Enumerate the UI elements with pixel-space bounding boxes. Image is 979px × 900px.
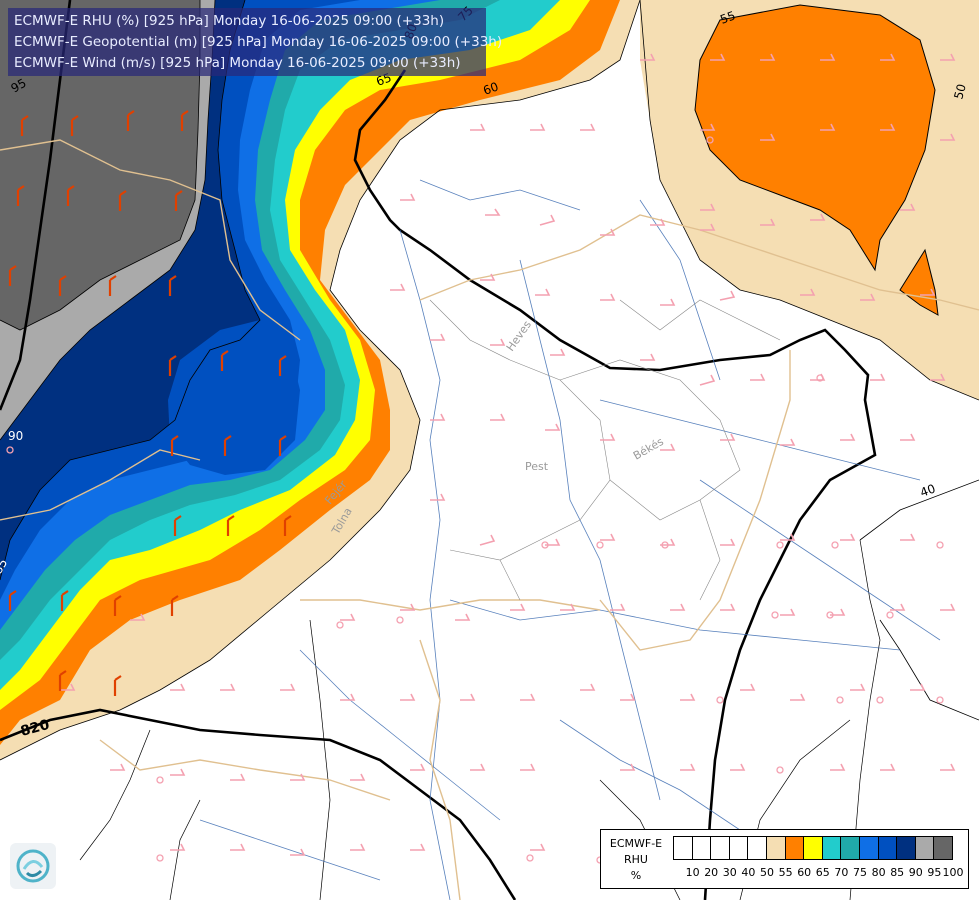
legend-tick-label: 60: [797, 866, 812, 879]
legend-swatch: [933, 836, 953, 860]
legend-swatch: [914, 836, 935, 860]
legend-swatch: [710, 836, 730, 860]
rivers: [199, 179, 941, 900]
rh-band-95: [0, 0, 200, 330]
legend-tick-label: 55: [778, 866, 793, 879]
rhu-legend: ECMWF-E RHU % 10 20 30 40 50 55 60 65 70 75 80 85 90…: [600, 829, 969, 889]
geopotential-contour-820: [0, 708, 517, 900]
legend-tick-label: 10: [685, 866, 700, 879]
legend-tick-label: 85: [890, 866, 905, 879]
wind-barbs-light: [60, 53, 956, 856]
legend-title-variable: RHU: [624, 853, 648, 866]
label-rh-60: 60: [481, 79, 500, 97]
legend-swatch: [896, 836, 916, 860]
legend-swatch: [877, 836, 898, 860]
geopotential-contour-north: [0, 0, 72, 411]
legend-tick-label: 50: [760, 866, 774, 879]
legend-swatch: [821, 836, 842, 860]
wind-barbs-strong: [8, 110, 292, 696]
rh-contours: [0, 0, 979, 761]
geopotential-contour-815: [353, 69, 877, 900]
legend-swatch: [784, 836, 805, 860]
label-820: 820: [19, 717, 52, 740]
legend-swatch: [803, 836, 823, 860]
rh-blob-55-east: [694, 4, 936, 272]
legend-swatches: [673, 836, 953, 860]
legend-tick-label: 100: [942, 866, 964, 879]
legend-tick-label: 70: [834, 866, 849, 879]
label-rh-95: 95: [9, 76, 29, 96]
region-pest: Pest: [525, 460, 549, 473]
legend-swatch: [728, 836, 749, 860]
label-rh-85: 85: [0, 556, 10, 576]
label-rh-40: 40: [918, 481, 937, 499]
legend-title-unit: %: [630, 869, 642, 882]
legend-swatch: [673, 836, 693, 860]
label-rh-50: 50: [951, 82, 968, 100]
legend-tick-label: 95: [927, 866, 942, 879]
legend-tick-label: 65: [815, 866, 830, 879]
legend-tick-label: 20: [704, 866, 719, 879]
legend-swatch: [858, 836, 879, 860]
rh-pocket-80: [168, 320, 300, 475]
calm-circles: [6, 136, 944, 864]
legend-tick-label: 30: [722, 866, 737, 879]
legend-swatch: [691, 836, 712, 860]
legend-ticks: 10 20 30 40 50 55 60 65 70 75 80 85 90 95 100: [673, 866, 967, 880]
legend-title-model: ECMWF-E: [609, 837, 663, 850]
header-line-geopotential: ECMWF-E Geopotential (m) [925 hPa] Monda…: [14, 34, 503, 50]
legend-tick-label: 40: [741, 866, 756, 879]
legend-swatch: [747, 836, 767, 860]
legend-tick-label: 90: [908, 866, 923, 879]
header-line-rhu: ECMWF-E RHU (%) [925 hPa] Monday 16-06-2…: [14, 13, 445, 29]
map-header: ECMWF-E RHU (%) [925 hPa] Monday 16-06-2…: [8, 8, 503, 76]
legend-swatch: [765, 836, 786, 860]
legend-tick-label: 75: [853, 866, 867, 879]
county-borders: [429, 299, 781, 601]
legend-title: ECMWF-E RHU %: [601, 836, 671, 884]
label-rh-55: 55: [718, 8, 737, 26]
legend-swatch: [840, 836, 860, 860]
legend-tick-label: 80: [871, 866, 886, 879]
logo-icon: [10, 843, 56, 889]
header-line-wind: ECMWF-E Wind (m/s) [925 hPa] Monday 16-0…: [14, 55, 461, 71]
label-rh-90: 90: [8, 429, 23, 443]
